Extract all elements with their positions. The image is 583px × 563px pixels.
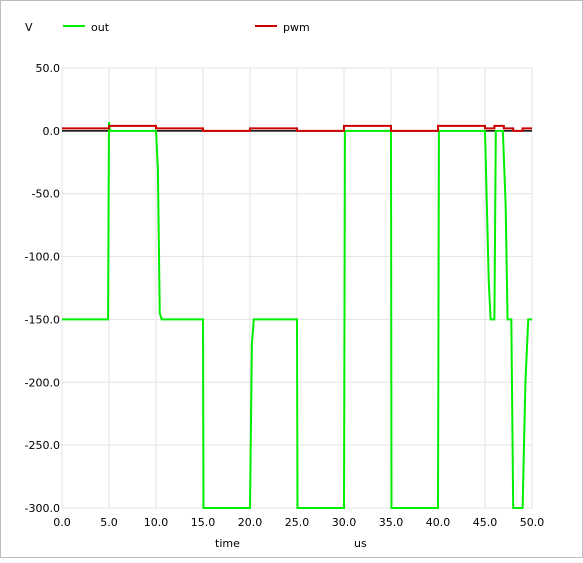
x-tick-label: 10.0 (144, 516, 169, 529)
legend: out pwm (63, 21, 310, 34)
y-tick-label: 50.0 (36, 62, 61, 75)
x-tick-label: 15.0 (191, 516, 216, 529)
x-tick-label: 45.0 (473, 516, 498, 529)
x-tick-label: 50.0 (520, 516, 545, 529)
x-axis-label: time (215, 537, 240, 550)
y-tick-labels: 50.0 0.0 -50.0 -100.0 -150.0 -200.0 -250.0 -300… (25, 62, 60, 515)
y-tick-label: -100.0 (25, 251, 60, 264)
x-tick-label: 25.0 (285, 516, 310, 529)
x-tick-label: 20.0 (238, 516, 263, 529)
series-line-pwm (62, 124, 532, 132)
y-tick-label: -300.0 (25, 502, 60, 515)
x-tick-label: 30.0 (332, 516, 357, 529)
y-tick-label: -250.0 (25, 439, 60, 452)
x-tick-labels: 0.0 5.0 10.0 15.0 20.0 25.0 30.0 35.0 40.0 45.0 50… (53, 516, 544, 529)
legend-label-pwm: pwm (283, 21, 310, 34)
x-tick-label: 40.0 (426, 516, 451, 529)
series-lines (62, 121, 532, 509)
x-tick-label: 35.0 (379, 516, 404, 529)
legend-label-out: out (91, 21, 110, 34)
y-axis-label: V (25, 21, 33, 34)
x-tick-label: 0.0 (53, 516, 71, 529)
y-tick-label: -150.0 (25, 313, 60, 326)
y-tick-label: -50.0 (32, 188, 60, 201)
y-tick-label: 0.0 (43, 125, 61, 138)
x-axis-unit: us (354, 537, 367, 550)
y-tick-label: -200.0 (25, 376, 60, 389)
x-tick-label: 5.0 (100, 516, 118, 529)
